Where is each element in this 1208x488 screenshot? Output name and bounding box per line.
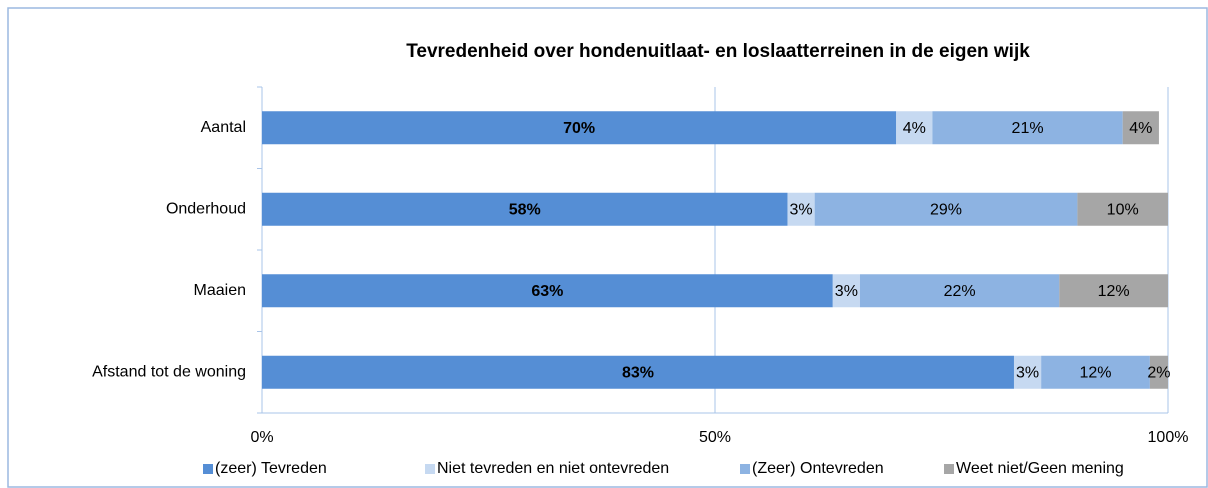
data-label: 29% bbox=[930, 201, 962, 218]
legend-label: Weet niet/Geen mening bbox=[956, 460, 1124, 477]
bar-segment bbox=[832, 274, 860, 308]
bar-segment bbox=[1122, 111, 1159, 145]
bar-segment bbox=[896, 111, 933, 145]
bar-segment bbox=[859, 274, 1060, 308]
data-label: 2% bbox=[1147, 364, 1170, 381]
legend-swatch bbox=[203, 464, 213, 474]
y-tick-label: Maaien bbox=[194, 282, 246, 299]
y-tick-label: Aantal bbox=[201, 119, 246, 136]
data-label: 83% bbox=[622, 364, 654, 381]
y-tick-label: Afstand tot de woning bbox=[92, 363, 246, 380]
data-label: 63% bbox=[531, 283, 563, 300]
legend-label: Niet tevreden en niet ontevreden bbox=[437, 460, 669, 477]
data-label: 3% bbox=[1016, 364, 1039, 381]
bar-segment bbox=[262, 111, 897, 145]
bar-segment bbox=[262, 355, 1014, 389]
bar-segment bbox=[1059, 274, 1168, 308]
y-tick-label: Onderhoud bbox=[166, 200, 246, 217]
bar-segment bbox=[1013, 355, 1042, 389]
bar-segment bbox=[262, 192, 788, 226]
bar-segment bbox=[1149, 355, 1168, 389]
data-label: 3% bbox=[790, 201, 813, 218]
x-tick-label: 0% bbox=[250, 429, 273, 446]
data-label: 3% bbox=[835, 283, 858, 300]
data-label: 4% bbox=[1129, 120, 1152, 137]
chart-frame bbox=[7, 7, 1208, 488]
data-label: 4% bbox=[903, 120, 926, 137]
legend-label: (zeer) Tevreden bbox=[215, 460, 327, 477]
bar-segment bbox=[787, 192, 815, 226]
bar-segment bbox=[262, 274, 833, 308]
data-label: 21% bbox=[1012, 120, 1044, 137]
chart-title: Tevredenheid over hondenuitlaat- en losl… bbox=[406, 41, 1030, 62]
bar-segment bbox=[1077, 192, 1168, 226]
bar-segment bbox=[814, 192, 1078, 226]
bar-segment bbox=[1041, 355, 1150, 389]
data-label: 10% bbox=[1107, 201, 1139, 218]
x-tick-label: 50% bbox=[699, 429, 731, 446]
data-label: 70% bbox=[563, 120, 595, 137]
bar-segment bbox=[932, 111, 1123, 145]
data-label: 12% bbox=[1098, 283, 1130, 300]
data-label: 58% bbox=[509, 201, 541, 218]
data-label: 22% bbox=[944, 283, 976, 300]
legend-swatch bbox=[740, 464, 750, 474]
legend-label: (Zeer) Ontevreden bbox=[752, 460, 884, 477]
data-label: 12% bbox=[1080, 364, 1112, 381]
legend-swatch bbox=[944, 464, 954, 474]
x-tick-label: 100% bbox=[1148, 429, 1189, 446]
legend-swatch bbox=[425, 464, 435, 474]
